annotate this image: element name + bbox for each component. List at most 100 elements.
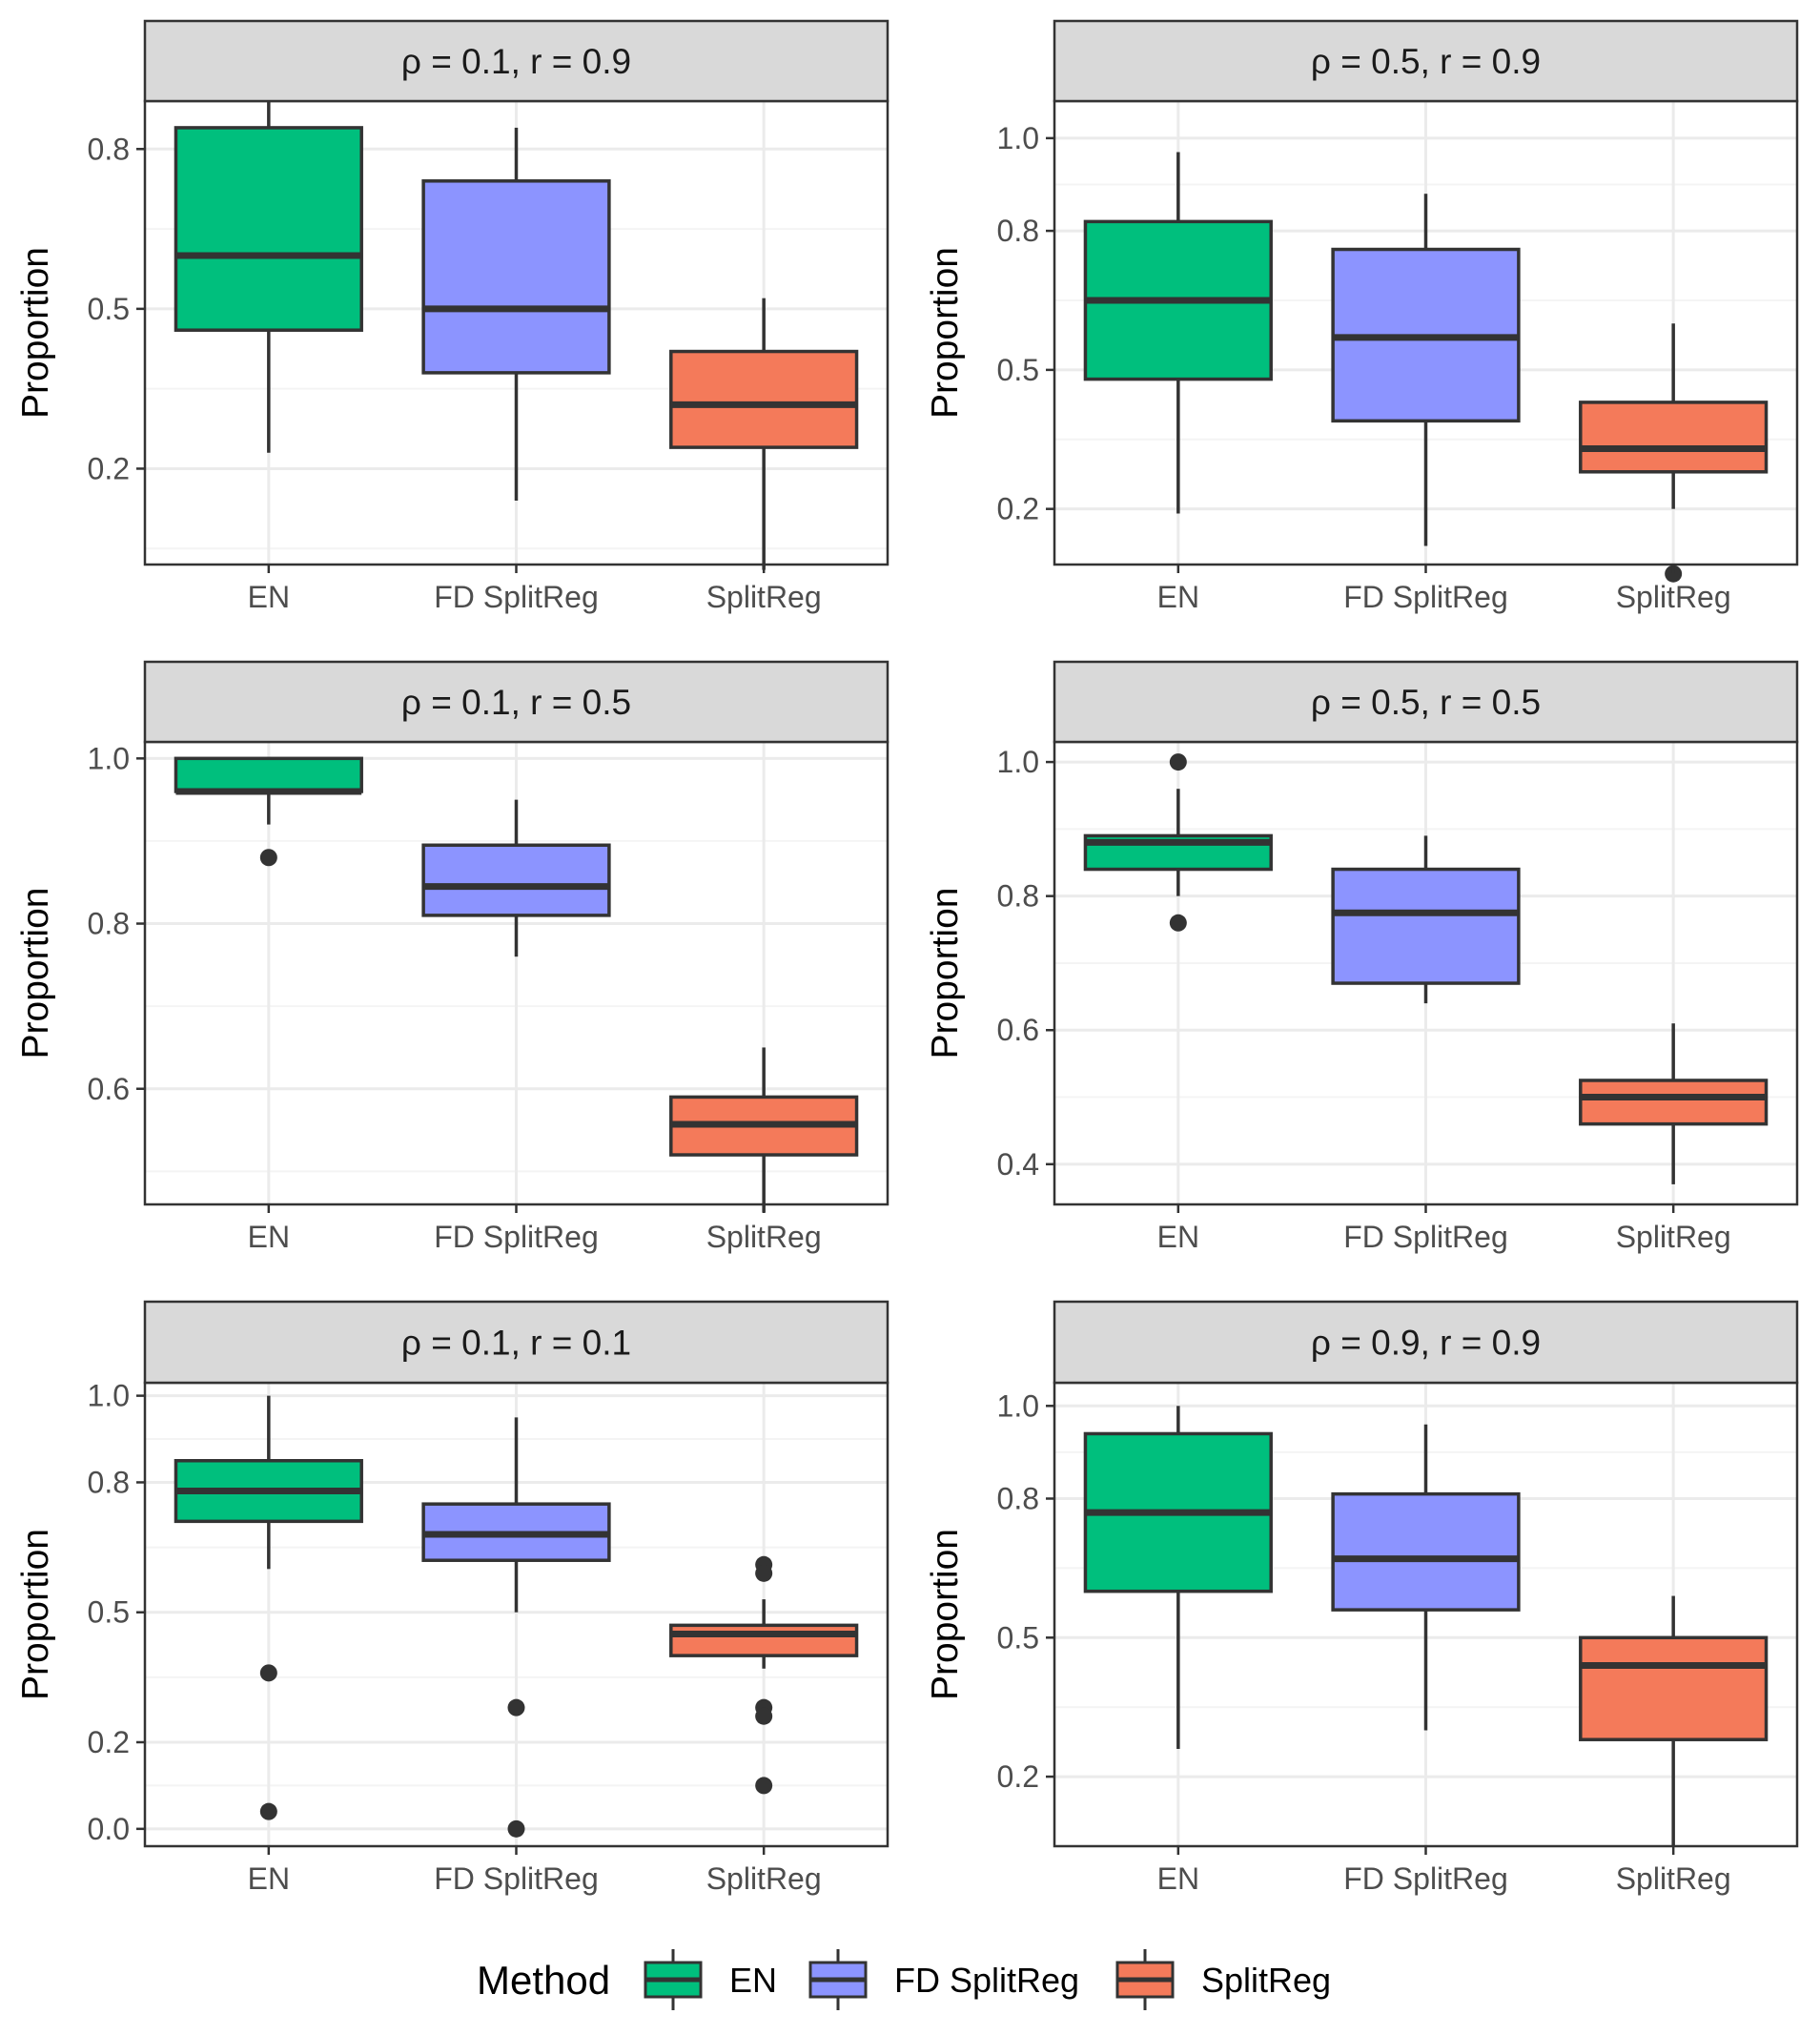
legend-label: FD SplitReg <box>894 1961 1079 2000</box>
y-tick-label: 0.8 <box>997 879 1039 914</box>
x-tick-label: SplitReg <box>1616 580 1731 614</box>
strip-background <box>143 660 890 744</box>
y-tick-label: 1.0 <box>997 745 1039 779</box>
facet-panel-2: ρ = 0.5, r = 0.9 0.2 0.5 0.8 1.0 EN FD SplitRe… <box>925 19 1799 614</box>
iqr-box <box>421 179 611 375</box>
y-axis-title: Proportion <box>925 247 966 419</box>
box-fd-splitreg <box>421 799 611 957</box>
x-tick-label: SplitReg <box>706 1861 822 1896</box>
legend-key-fd-splitreg: FD SplitReg <box>808 1949 1079 2010</box>
box-splitreg <box>1579 1595 1769 1846</box>
y-tick-label: 0.5 <box>88 292 130 326</box>
x-tick-label: FD SplitReg <box>1343 1861 1508 1896</box>
y-tick-label: 0.8 <box>88 132 130 166</box>
x-tick-label: FD SplitReg <box>434 580 599 614</box>
y-tick-label: 1.0 <box>88 1379 130 1413</box>
y-tick-label: 1.0 <box>997 1388 1039 1423</box>
iqr-box <box>1579 1079 1769 1126</box>
outlier-point <box>1169 753 1187 771</box>
outlier-point <box>259 1664 277 1682</box>
x-tick-label: EN <box>1157 580 1199 614</box>
strip-label: ρ = 0.1, r = 0.1 <box>401 1324 631 1363</box>
y-tick-label: 0.8 <box>997 1482 1039 1516</box>
strip-background <box>1053 19 1799 103</box>
x-tick-label: EN <box>248 1861 290 1896</box>
iqr-box <box>174 126 363 332</box>
x-tick-label: FD SplitReg <box>434 1861 599 1896</box>
y-tick-label: 0.8 <box>88 1465 130 1499</box>
y-axis-title: Proportion <box>15 247 56 419</box>
strip-background <box>1053 660 1799 744</box>
box-fd-splitreg <box>1331 835 1521 1004</box>
box-fd-splitreg <box>421 127 611 501</box>
legend-title: Method <box>477 1958 610 2003</box>
legend-keys: EN FD SplitReg SplitReg <box>644 1949 1331 2010</box>
iqr-box <box>1331 1491 1521 1612</box>
x-tick-label: SplitReg <box>1616 1220 1731 1254</box>
x-tick-label: SplitReg <box>1616 1861 1731 1896</box>
outlier-point <box>259 1802 277 1820</box>
y-tick-label: 0.5 <box>997 353 1039 387</box>
strip-background <box>1053 1300 1799 1385</box>
box-en <box>174 79 363 453</box>
y-tick-label: 0.4 <box>997 1147 1039 1182</box>
iqr-box <box>1579 401 1769 474</box>
outlier-point <box>1169 914 1187 932</box>
y-axis-title: Proportion <box>925 1529 966 1700</box>
box-en <box>1083 152 1273 514</box>
facet-panels: ρ = 0.1, r = 0.9 0.2 0.5 0.8 EN FD SplitReg Sp… <box>15 19 1799 1896</box>
y-tick-label: 0.6 <box>997 1013 1039 1047</box>
outlier-point <box>755 1564 773 1582</box>
x-tick-label: EN <box>1157 1220 1199 1254</box>
y-tick-label: 0.2 <box>88 451 130 485</box>
box-en <box>174 756 363 867</box>
box-splitreg <box>669 1555 859 1795</box>
y-axis-title: Proportion <box>925 888 966 1059</box>
box-splitreg <box>1579 323 1769 583</box>
legend-label: SplitReg <box>1201 1961 1331 2000</box>
x-tick-label: SplitReg <box>706 580 822 614</box>
iqr-box <box>669 349 859 449</box>
x-tick-label: SplitReg <box>706 1220 822 1254</box>
legend-key-splitreg: SplitReg <box>1115 1949 1331 2010</box>
y-axis-title: Proportion <box>15 1529 56 1700</box>
iqr-box <box>174 756 363 793</box>
strip-label: ρ = 0.5, r = 0.5 <box>1311 683 1541 722</box>
box-en <box>174 1395 363 1820</box>
x-tick-label: FD SplitReg <box>1343 580 1508 614</box>
box-splitreg <box>669 1047 859 1213</box>
y-tick-label: 0.8 <box>88 907 130 941</box>
y-tick-label: 0.2 <box>997 1759 1039 1794</box>
outlier-point <box>1665 565 1683 583</box>
facet-panel-3: ρ = 0.1, r = 0.5 0.6 0.8 1.0 EN FD SplitReg Sp… <box>15 660 890 1254</box>
iqr-box <box>1579 1635 1769 1741</box>
y-tick-label: 0.6 <box>88 1072 130 1106</box>
box-en <box>1083 1406 1273 1749</box>
x-tick-label: FD SplitReg <box>434 1220 599 1254</box>
x-tick-label: EN <box>1157 1861 1199 1896</box>
box-fd-splitreg <box>421 1417 611 1838</box>
iqr-box <box>1331 867 1521 985</box>
outlier-point <box>507 1819 525 1838</box>
y-axis-title: Proportion <box>15 888 56 1059</box>
outlier-point <box>507 1698 525 1716</box>
facet-panel-6: ρ = 0.9, r = 0.9 0.2 0.5 0.8 1.0 EN FD SplitRe… <box>925 1300 1799 1896</box>
y-tick-label: 1.0 <box>997 121 1039 155</box>
x-tick-label: FD SplitReg <box>1343 1220 1508 1254</box>
x-tick-label: EN <box>248 1220 290 1254</box>
y-tick-label: 0.2 <box>997 492 1039 526</box>
y-tick-label: 0.5 <box>88 1595 130 1630</box>
strip-background <box>143 19 890 103</box>
facet-panel-5: ρ = 0.1, r = 0.1 0.0 0.2 0.5 0.8 1.0 EN FD Spli… <box>15 1300 890 1896</box>
strip-label: ρ = 0.5, r = 0.9 <box>1311 42 1541 81</box>
box-splitreg <box>1579 1023 1769 1184</box>
box-en <box>1083 753 1273 932</box>
iqr-box <box>669 1623 859 1657</box>
box-splitreg <box>669 298 859 570</box>
legend: Method EN FD SplitReg SplitReg <box>477 1949 1331 2010</box>
strip-label: ρ = 0.1, r = 0.9 <box>401 42 631 81</box>
facet-panel-4: ρ = 0.5, r = 0.5 0.4 0.6 0.8 1.0 EN FD SplitRe… <box>925 660 1799 1254</box>
y-tick-label: 1.0 <box>88 741 130 775</box>
outlier-point <box>755 1777 773 1795</box>
box-fd-splitreg <box>1331 1424 1521 1731</box>
